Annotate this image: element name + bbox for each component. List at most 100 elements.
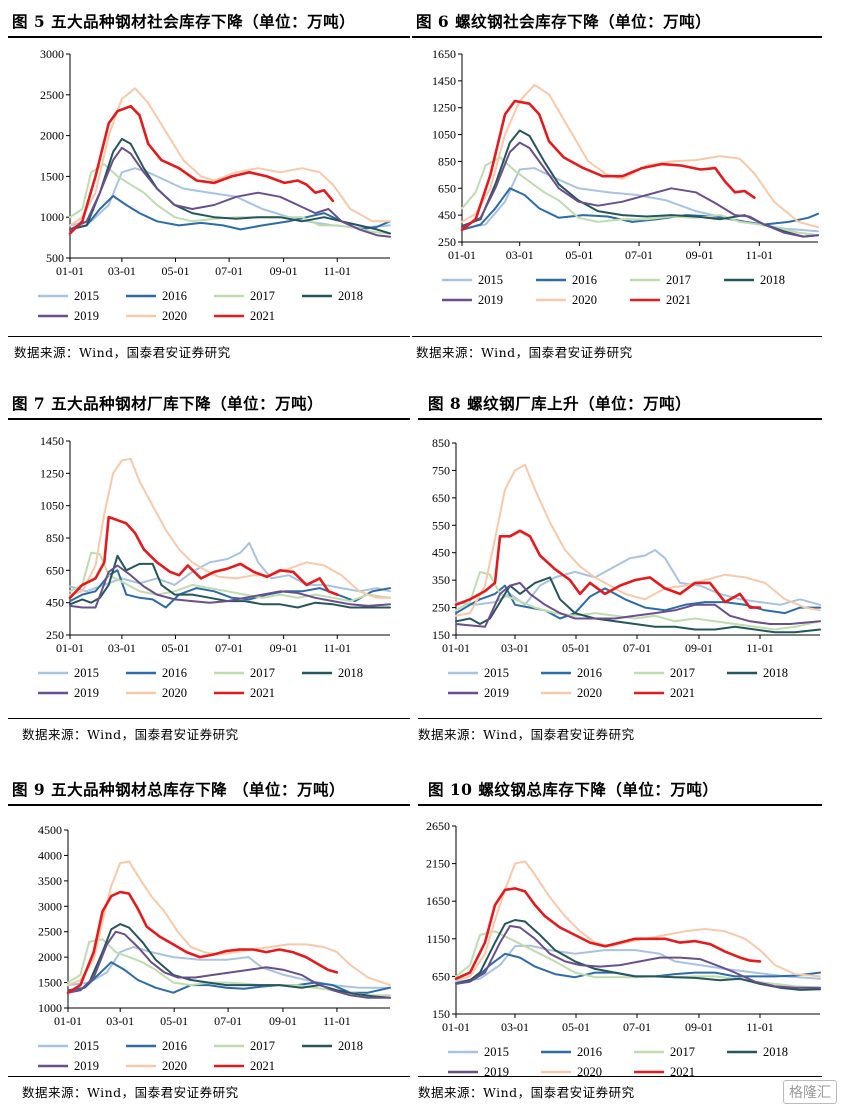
x-tick-label: 07-01 [215, 641, 243, 655]
series-line-2019 [455, 925, 821, 989]
legend-label-2019: 2019 [74, 1059, 99, 1073]
data-source-note: 数据来源：Wind，国泰君安证券研究 [416, 345, 633, 360]
legend-label-2016: 2016 [162, 289, 187, 303]
x-tick-label: 11-01 [746, 248, 774, 262]
line-chart: 150 650 1150 1650 2150 2650 01-01 03-01 05-01 07-… [426, 819, 821, 1079]
series-line-2020 [461, 83, 819, 229]
x-tick-label: 03-01 [501, 1020, 529, 1034]
line-chart: 500 1000 1500 2000 2500 3000 01-01 03-01 05-01 07… [38, 47, 391, 323]
series-line-2021 [454, 529, 762, 609]
legend-label-2020: 2020 [577, 1065, 602, 1079]
x-tick-label: 07-01 [625, 248, 653, 262]
y-tick-label: 1000 [40, 210, 64, 224]
y-tick-label: 250 [432, 601, 450, 615]
y-tick-label: 650 [432, 491, 450, 505]
x-tick-label: 05-01 [562, 1020, 590, 1034]
legend-label-2018: 2018 [338, 666, 363, 680]
x-tick-label: 11-01 [746, 1020, 774, 1034]
title-rule [8, 36, 410, 38]
x-tick-label: 07-01 [623, 1020, 651, 1034]
y-tick-label: 2500 [38, 925, 62, 939]
x-tick-label: 09-01 [685, 1020, 713, 1034]
series-line-2015 [69, 167, 391, 229]
x-tick-label: 11-01 [323, 1014, 351, 1028]
y-tick-label: 450 [438, 208, 456, 222]
y-tick-label: 850 [46, 531, 64, 545]
source-rule [8, 718, 410, 719]
y-tick-label: 850 [438, 154, 456, 168]
series-line-2016 [69, 195, 391, 231]
source-rule [8, 336, 410, 337]
x-tick-label: 09-01 [270, 641, 298, 655]
series-line-2020 [67, 860, 391, 987]
chart-title: 图 8 螺纹钢厂库上升（单位：万吨） [428, 394, 692, 413]
legend-label-2018: 2018 [763, 666, 788, 680]
x-tick-label: 03-01 [506, 248, 534, 262]
legend-label-2021: 2021 [666, 293, 691, 307]
legend-label-2020: 2020 [577, 686, 602, 700]
series-line-2021 [460, 99, 756, 232]
legend-label-2018: 2018 [763, 1045, 788, 1059]
y-tick-label: 250 [46, 628, 64, 642]
chart-title: 图 7 五大品种钢材厂库下降（单位：万吨） [12, 394, 324, 413]
y-tick-label: 2500 [40, 88, 64, 102]
series-line-2017 [69, 551, 391, 603]
y-tick-label: 1500 [38, 976, 62, 990]
legend-label-2018: 2018 [338, 1039, 363, 1053]
legend-label-2016: 2016 [577, 666, 602, 680]
legend-label-2021: 2021 [250, 686, 275, 700]
y-tick-label: 150 [432, 1007, 450, 1021]
y-tick-label: 650 [432, 969, 450, 983]
legend-label-2020: 2020 [162, 686, 187, 700]
title-rule [8, 804, 410, 806]
y-tick-label: 2000 [40, 129, 64, 143]
chart-panel-1: 图 5 五大品种钢材社会库存下降（单位：万吨） 500 1000 1500 2000 2… [8, 4, 418, 360]
title-rule [418, 418, 822, 420]
y-tick-label: 1150 [426, 932, 450, 946]
series-line-2017 [455, 570, 821, 631]
line-chart: 150 250 350 450 550 650 750 850 01-01 03-01 05-01 0… [432, 436, 821, 700]
legend-label-2016: 2016 [162, 666, 187, 680]
series-line-2018 [69, 554, 391, 609]
legend-label-2015: 2015 [484, 666, 509, 680]
x-tick-label: 07-01 [623, 641, 651, 655]
legend-label-2019: 2019 [478, 293, 503, 307]
series-line-2021 [68, 515, 339, 600]
data-source-note: 数据来源：Wind，国泰君安证券研究 [22, 1085, 239, 1100]
legend-label-2019: 2019 [74, 686, 99, 700]
chart-panel-5: 图 9 五大品种钢材总库存下降 （单位：万吨） 1000 1500 2000 2500… [8, 772, 418, 1102]
legend-label-2015: 2015 [74, 1039, 99, 1053]
x-tick-label: 03-01 [501, 641, 529, 655]
series-line-2020 [69, 87, 391, 227]
y-tick-label: 550 [432, 518, 450, 532]
series-line-2021 [66, 890, 339, 994]
chart-panel-4: 图 8 螺纹钢厂库上升（单位：万吨） 150 250 350 450 550 650 750… [418, 386, 828, 746]
data-source-note: 数据来源：Wind，国泰君安证券研究 [418, 1085, 635, 1100]
y-tick-label: 450 [432, 546, 450, 560]
legend-label-2021: 2021 [250, 1059, 275, 1073]
chart-panel-3: 图 7 五大品种钢材厂库下降（单位：万吨） 250 450 650 850 1050 12… [8, 386, 418, 746]
x-tick-label: 01-01 [442, 1020, 470, 1034]
y-tick-label: 1450 [40, 434, 64, 448]
line-chart: 250 450 650 850 1050 1250 1450 1650 01-01 03-01 05… [432, 47, 819, 307]
y-tick-label: 1450 [432, 74, 456, 88]
series-line-2018 [69, 137, 391, 235]
y-tick-label: 450 [46, 596, 64, 610]
chart-panel-2: 图 6 螺纹钢社会库存下降（单位：万吨） 250 450 650 850 1050 125… [412, 4, 822, 360]
y-tick-label: 3000 [38, 899, 62, 913]
y-tick-label: 1250 [432, 101, 456, 115]
x-tick-label: 03-01 [108, 641, 136, 655]
source-rule [418, 1076, 822, 1077]
y-tick-label: 1500 [40, 169, 64, 183]
y-tick-label: 1050 [432, 128, 456, 142]
x-tick-label: 07-01 [215, 264, 243, 278]
x-tick-label: 05-01 [562, 641, 590, 655]
series-line-2019 [461, 141, 819, 238]
source-rule [412, 336, 822, 337]
legend-label-2021: 2021 [670, 686, 695, 700]
watermark-logo: 格隆汇 [783, 1080, 837, 1104]
x-tick-label: 05-01 [161, 641, 189, 655]
y-tick-label: 2000 [38, 950, 62, 964]
series-line-2020 [69, 457, 391, 599]
y-tick-label: 2150 [426, 857, 450, 871]
